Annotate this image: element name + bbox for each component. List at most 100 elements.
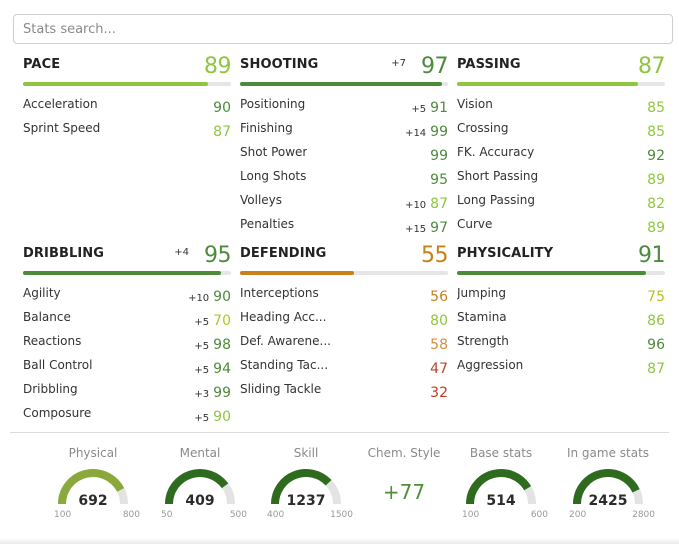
stat-boost: +10 <box>405 200 427 211</box>
gauge-title: Base stats <box>469 446 533 460</box>
stat-value-group: +10 90 <box>188 286 231 305</box>
gauge-title: Chem. Style <box>367 446 441 460</box>
stat-label: Long Shots <box>240 169 307 183</box>
stat-label: Curve <box>457 217 493 231</box>
stat-value-group: 85 <box>647 121 665 140</box>
stat-row[interactable]: Stamina 86 <box>457 310 665 334</box>
category-header: SHOOTING 97 +7 <box>240 54 449 86</box>
stat-label: Short Passing <box>457 169 539 183</box>
stat-label: Shot Power <box>240 145 308 159</box>
stat-value-group: 75 <box>647 286 665 305</box>
stat-label: Acceleration <box>23 97 98 111</box>
gauge-min-label: 100 <box>462 510 480 520</box>
stat-row[interactable]: FK. Accuracy 92 <box>457 145 665 169</box>
stat-row[interactable]: Composure +5 90 <box>23 406 231 430</box>
summary-gauges: Physical 692 100 800 Mental 409 50 500 Skill 1237… <box>0 446 679 536</box>
stat-boost: +10 <box>188 293 210 304</box>
stat-label: FK. Accuracy <box>457 145 535 159</box>
gauge-fill <box>271 469 332 505</box>
stat-value: 58 <box>430 337 448 353</box>
stat-row[interactable]: Ball Control +5 94 <box>23 358 231 382</box>
category-header: DRIBBLING 95 +4 <box>23 243 232 275</box>
stat-row[interactable]: Sliding Tackle 32 <box>240 382 448 406</box>
category-boost: +7 <box>391 58 406 69</box>
stat-label: Stamina <box>457 310 507 324</box>
stat-label: Finishing <box>240 121 293 135</box>
stat-row[interactable]: Finishing +14 99 <box>240 121 448 145</box>
category-bar-fill <box>240 271 355 275</box>
category-name: PASSING <box>457 57 521 72</box>
gauge-value: 692 <box>78 493 107 508</box>
stat-row[interactable]: Balance +5 70 <box>23 310 231 334</box>
stat-row[interactable]: Shot Power 99 <box>240 145 448 169</box>
stat-row[interactable]: Heading Acc... 80 <box>240 310 448 334</box>
stat-row[interactable]: Curve 89 <box>457 217 665 241</box>
stat-label: Vision <box>457 97 493 111</box>
stat-value-group: +15 97 <box>405 217 448 236</box>
stat-value: 95 <box>430 172 448 188</box>
stat-value-group: 80 <box>430 310 448 329</box>
stat-list: Jumping 75 Stamina 86 Strength 96 Aggression 87 <box>457 286 665 382</box>
gauge-base-stats: Base stats 514 100 600 <box>448 446 554 520</box>
stat-label: Long Passing <box>457 193 535 207</box>
stat-label: Heading Acc... <box>240 310 327 324</box>
category-bar <box>23 82 231 86</box>
category-boost: +4 <box>174 247 189 258</box>
category-name: PACE <box>23 57 61 72</box>
stat-value: 85 <box>647 100 665 116</box>
stat-label: Standing Tac... <box>240 358 329 372</box>
gauge-fill <box>58 469 125 505</box>
gauge-skill: Skill 1237 400 1500 <box>253 446 359 520</box>
stat-label: Penalties <box>240 217 295 231</box>
stat-value-group: 56 <box>430 286 448 305</box>
stat-value-group: +5 94 <box>194 358 231 377</box>
category-value: 95 <box>204 243 232 268</box>
stat-value: 70 <box>213 313 231 329</box>
stat-value-group: +5 90 <box>194 406 231 425</box>
stat-row[interactable]: Penalties +15 97 <box>240 217 448 241</box>
stat-label: Ball Control <box>23 358 93 372</box>
gauge-value: 409 <box>185 493 214 508</box>
stat-row[interactable]: Reactions +5 98 <box>23 334 231 358</box>
stat-row[interactable]: Standing Tac... 47 <box>240 358 448 382</box>
stat-row[interactable]: Def. Awarene... 58 <box>240 334 448 358</box>
category-pace: PACE 89 Acceleration 90 Sprint Speed 87 <box>23 54 232 145</box>
stat-row[interactable]: Sprint Speed 87 <box>23 121 231 145</box>
stat-label: Composure <box>23 406 92 420</box>
stat-row[interactable]: Interceptions 56 <box>240 286 448 310</box>
stat-boost: +5 <box>194 341 210 352</box>
stat-row[interactable]: Strength 96 <box>457 334 665 358</box>
stat-value-group: 90 <box>213 97 231 116</box>
stat-value: 80 <box>430 313 448 329</box>
stat-row[interactable]: Acceleration 90 <box>23 97 231 121</box>
stat-boost: +15 <box>405 224 427 235</box>
stat-row[interactable]: Crossing 85 <box>457 121 665 145</box>
stat-row[interactable]: Positioning +5 91 <box>240 97 448 121</box>
stat-label: Balance <box>23 310 71 324</box>
stat-boost: +5 <box>411 104 427 115</box>
stat-row[interactable]: Dribbling +3 99 <box>23 382 231 406</box>
gauge-max-label: 2800 <box>632 510 655 520</box>
chem-style-value: +77 <box>382 480 426 504</box>
stat-row[interactable]: Agility +10 90 <box>23 286 231 310</box>
category-header: DEFENDING 55 <box>240 243 449 275</box>
stat-row[interactable]: Long Passing 82 <box>457 193 665 217</box>
gauge-max-label: 1500 <box>330 510 353 520</box>
stats-search-input[interactable] <box>13 14 673 44</box>
stat-row[interactable]: Long Shots 95 <box>240 169 448 193</box>
gauge-min-label: 200 <box>569 510 587 520</box>
stat-row[interactable]: Jumping 75 <box>457 286 665 310</box>
category-header: PASSING 87 <box>457 54 666 86</box>
stat-row[interactable]: Volleys +10 87 <box>240 193 448 217</box>
stat-list: Positioning +5 91 Finishing +14 99 Shot Power 9… <box>240 97 448 241</box>
stat-row[interactable]: Short Passing 89 <box>457 169 665 193</box>
stat-value: 87 <box>430 196 448 212</box>
stat-value: 87 <box>213 124 231 140</box>
stat-value-group: +5 70 <box>194 310 231 329</box>
stat-row[interactable]: Vision 85 <box>457 97 665 121</box>
category-value: 87 <box>638 54 666 79</box>
stat-value: 90 <box>213 289 231 305</box>
category-dribbling: DRIBBLING 95 +4 Agility +10 90 Balance +5 70 Reac… <box>23 243 232 430</box>
stat-label: Jumping <box>457 286 507 300</box>
stat-row[interactable]: Aggression 87 <box>457 358 665 382</box>
